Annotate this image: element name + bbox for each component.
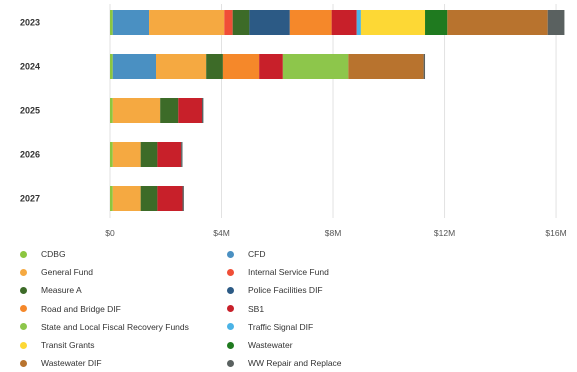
- legend-item[interactable]: Police Facilities DIF: [227, 284, 323, 296]
- bar-segment[interactable]: [360, 10, 426, 35]
- bar-segment[interactable]: [140, 186, 158, 211]
- legend-label: General Fund: [41, 267, 93, 278]
- bar-segment[interactable]: [356, 10, 361, 35]
- y-category-label: 2027: [20, 194, 40, 204]
- legend-item[interactable]: WW Repair and Replace: [227, 357, 342, 369]
- legend-swatch: [227, 268, 234, 276]
- y-category-label: 2024: [20, 62, 40, 72]
- legend-label: Police Facilities DIF: [248, 285, 323, 296]
- legend-item[interactable]: State and Local Fiscal Recovery Funds: [20, 321, 189, 333]
- legend-item[interactable]: Measure A: [20, 284, 82, 296]
- bar-segment[interactable]: [425, 10, 448, 35]
- bar-segment[interactable]: [232, 10, 250, 35]
- bar-segment[interactable]: [156, 54, 207, 79]
- bar-segment[interactable]: [157, 186, 183, 211]
- legend-item[interactable]: Wastewater DIF: [20, 357, 102, 369]
- legend-item[interactable]: Internal Service Fund: [227, 266, 329, 278]
- bar-segment[interactable]: [249, 10, 290, 35]
- bar-segment[interactable]: [157, 142, 182, 167]
- bar-segment[interactable]: [259, 54, 283, 79]
- x-tick-label: $8M: [325, 228, 342, 238]
- y-category-label: 2025: [20, 106, 40, 116]
- legend-item[interactable]: Road and Bridge DIF: [20, 303, 121, 315]
- legend-item[interactable]: Wastewater: [227, 339, 293, 351]
- bar-segment[interactable]: [224, 10, 233, 35]
- bar-segment[interactable]: [160, 98, 179, 123]
- legend-swatch: [227, 250, 234, 258]
- legend-label: Road and Bridge DIF: [41, 303, 121, 314]
- legend-swatch: [20, 305, 27, 313]
- legend-label: Transit Grants: [41, 340, 95, 350]
- legend-swatch: [20, 341, 27, 349]
- bar-segment[interactable]: [110, 98, 113, 123]
- bar-segment[interactable]: [423, 54, 426, 79]
- legend-label: State and Local Fiscal Recovery Funds: [41, 321, 189, 332]
- legend-label: Traffic Signal DIF: [248, 321, 314, 332]
- bar-segment[interactable]: [110, 142, 113, 167]
- x-tick-label: $4M: [213, 228, 230, 238]
- stacked-bar-chart: 2023 2024 2025 2026 2027 $0 $4M $8M $12M $16M: [20, 4, 567, 238]
- legend-item[interactable]: SB1: [227, 303, 264, 315]
- legend-swatch: [20, 359, 27, 367]
- bar-segment[interactable]: [547, 10, 565, 35]
- legend-item[interactable]: General Fund: [20, 266, 93, 278]
- legend-item[interactable]: CFD: [227, 248, 265, 260]
- legend-label: Wastewater: [248, 340, 293, 350]
- legend-item[interactable]: Transit Grants: [20, 339, 95, 351]
- y-axis-labels: 2023 2024 2025 2026 2027: [20, 18, 40, 204]
- legend-label: Internal Service Fund: [248, 267, 329, 278]
- legend-swatch: [227, 323, 234, 331]
- bar-segment[interactable]: [110, 186, 113, 211]
- gridlines: [109, 4, 557, 218]
- y-category-label: 2026: [20, 150, 40, 160]
- bar-segment[interactable]: [222, 54, 260, 79]
- bar-segment[interactable]: [112, 186, 141, 211]
- bar-segment[interactable]: [282, 54, 349, 79]
- legend-swatch: [227, 359, 234, 367]
- bar-segment[interactable]: [202, 98, 204, 123]
- bar-segment[interactable]: [149, 10, 225, 35]
- bar-segment[interactable]: [112, 54, 156, 79]
- legend-swatch: [227, 341, 234, 349]
- bar-segment[interactable]: [110, 10, 113, 35]
- legend-label: WW Repair and Replace: [248, 358, 342, 369]
- legend-label: Wastewater DIF: [41, 358, 102, 369]
- bar-segment[interactable]: [182, 186, 184, 211]
- bar-segment[interactable]: [289, 10, 332, 35]
- legend-swatch: [20, 323, 27, 331]
- legend-swatch: [227, 286, 234, 294]
- bar-segment[interactable]: [178, 98, 202, 123]
- legend-label: CFD: [248, 249, 266, 259]
- legend-label: SB1: [248, 303, 265, 314]
- y-category-label: 2023: [20, 18, 40, 28]
- x-tick-label: $16M: [545, 228, 566, 238]
- x-tick-label: $0: [105, 228, 115, 238]
- legend-swatch: [20, 286, 27, 294]
- legend-swatch: [20, 250, 27, 258]
- legend-swatch: [20, 268, 27, 276]
- bars: [110, 10, 565, 211]
- bar-segment[interactable]: [112, 10, 150, 35]
- legend-label: CDBG: [41, 249, 66, 259]
- bar-segment[interactable]: [348, 54, 424, 79]
- bar-segment[interactable]: [112, 98, 161, 123]
- legend-item[interactable]: CDBG: [20, 248, 66, 260]
- bar-segment[interactable]: [112, 142, 141, 167]
- bar-segment[interactable]: [447, 10, 548, 35]
- x-axis-labels: $0 $4M $8M $12M $16M: [105, 228, 566, 238]
- x-tick-label: $12M: [434, 228, 455, 238]
- bar-segment[interactable]: [331, 10, 357, 35]
- bar-segment[interactable]: [140, 142, 158, 167]
- bar-segment[interactable]: [206, 54, 223, 79]
- bar-segment[interactable]: [110, 54, 113, 79]
- legend-swatch: [227, 305, 234, 313]
- legend-item[interactable]: Traffic Signal DIF: [227, 321, 313, 333]
- legend-label: Measure A: [41, 285, 82, 296]
- bar-segment[interactable]: [181, 142, 183, 167]
